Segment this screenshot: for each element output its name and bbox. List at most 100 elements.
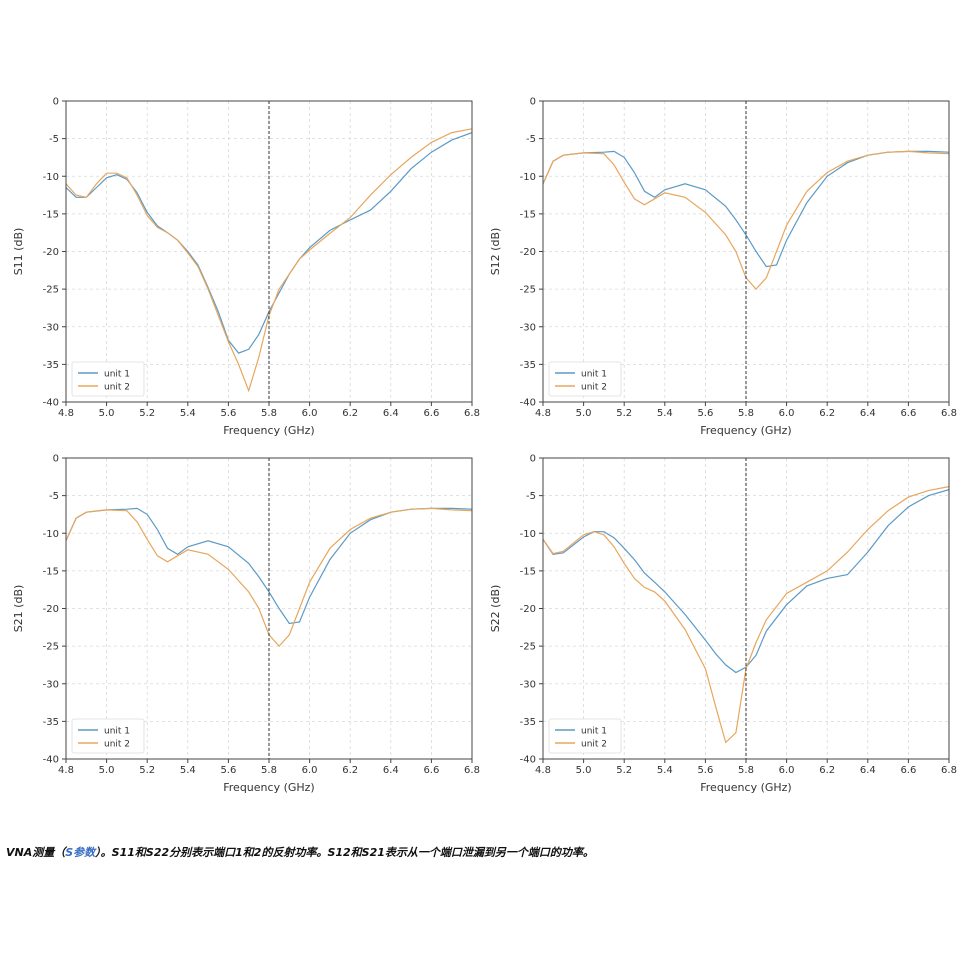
x-tick-label: 6.6 [423, 408, 439, 419]
y-tick-label: -20 [43, 604, 59, 615]
x-tick-label: 6.4 [383, 408, 399, 419]
y-tick-label: 0 [530, 454, 536, 465]
legend-box [71, 718, 145, 754]
y-tick-label: -40 [43, 398, 59, 409]
y-tick-label: -30 [43, 322, 59, 333]
y-tick-label: -5 [526, 491, 536, 502]
x-tick-label: 5.6 [697, 765, 713, 776]
y-tick-label: -15 [43, 209, 59, 220]
y-tick-label: -5 [526, 134, 536, 145]
x-tick-label: 4.8 [535, 765, 551, 776]
legend-box [71, 361, 145, 397]
chart-panel-3: 4.8 5.0 5.2 5.4 5.6 5.8 6.0 6.2 6.4 6.6 6.8 0 -5 -10 -… [12, 454, 480, 795]
y-tick-label: -20 [520, 604, 536, 615]
x-axis-label: Frequency (GHz) [223, 424, 314, 437]
y-axis-label: S11 (dB) [12, 228, 25, 276]
x-tick-label: 5.0 [99, 765, 115, 776]
x-axis-label: Frequency (GHz) [223, 781, 314, 794]
x-tick-label: 6.6 [423, 765, 439, 776]
x-tick-label: 5.2 [616, 408, 632, 419]
legend: unit 1 unit 2 [548, 718, 622, 754]
s-parameter-figure: 4.8 5.0 5.2 5.4 5.6 5.8 6.0 6.2 6.4 6.6 6.8 0 -5 -10 -… [12, 97, 957, 795]
y-tick-label: -20 [520, 247, 536, 258]
y-tick-label: -10 [43, 529, 59, 540]
y-tick-label: -30 [520, 322, 536, 333]
y-tick-label: 0 [530, 97, 536, 108]
x-tick-label: 6.8 [941, 408, 957, 419]
x-tick-label: 6.2 [819, 408, 835, 419]
x-tick-label: 6.2 [342, 765, 358, 776]
legend-box [548, 361, 622, 397]
y-tick-label: -15 [520, 566, 536, 577]
series-line-unit-2 [66, 128, 472, 393]
x-tick-label: 5.4 [180, 765, 196, 776]
figure-caption: VNA测量（S参数）。S11和S22分别表示端口1和2的反射功率。S12和S21… [6, 844, 956, 860]
y-tick-label: -10 [520, 172, 536, 183]
legend: unit 1 unit 2 [548, 361, 622, 397]
y-tick-label: 0 [53, 97, 59, 108]
y-tick-label: -15 [520, 209, 536, 220]
caption-prefix: VNA测量（ [6, 846, 66, 859]
y-tick-label: -40 [520, 398, 536, 409]
series-line-unit-1 [543, 489, 949, 674]
x-tick-label: 5.6 [220, 408, 236, 419]
series-line-unit-1 [543, 150, 949, 268]
x-axis-label: Frequency (GHz) [700, 781, 791, 794]
s-parameters-link[interactable]: S参数 [65, 846, 96, 859]
chart-panel-1: 4.8 5.0 5.2 5.4 5.6 5.8 6.0 6.2 6.4 6.6 6.8 0 -5 -10 -… [12, 97, 480, 438]
y-tick-label: -10 [520, 529, 536, 540]
series-line-unit-2 [543, 150, 949, 290]
legend-entry: unit 1 [581, 727, 607, 737]
legend-entry: unit 1 [104, 370, 130, 380]
y-axis-label: S21 (dB) [12, 585, 25, 633]
chart-panel-4: 4.8 5.0 5.2 5.4 5.6 5.8 6.0 6.2 6.4 6.6 6.8 0 -5 -10 -… [489, 454, 957, 795]
series-line-unit-1 [66, 507, 472, 625]
x-tick-label: 5.2 [616, 765, 632, 776]
x-tick-label: 6.0 [779, 408, 795, 419]
y-tick-label: -40 [43, 755, 59, 766]
x-axis-label: Frequency (GHz) [700, 424, 791, 437]
legend: unit 1 unit 2 [71, 718, 145, 754]
x-tick-label: 5.8 [261, 765, 277, 776]
legend-entry: unit 1 [104, 727, 130, 737]
y-tick-label: -25 [43, 642, 59, 653]
x-tick-label: 5.6 [220, 765, 236, 776]
caption-suffix: ）。S11和S22分别表示端口1和2的反射功率。S12和S21表示从一个端口泄漏… [95, 846, 594, 859]
series-line-unit-2 [543, 486, 949, 744]
x-tick-label: 6.0 [302, 765, 318, 776]
x-tick-label: 6.2 [819, 765, 835, 776]
y-tick-label: -35 [520, 360, 536, 371]
x-tick-label: 5.0 [576, 765, 592, 776]
y-tick-label: -5 [49, 134, 59, 145]
x-tick-label: 6.4 [383, 765, 399, 776]
y-tick-label: -30 [43, 679, 59, 690]
x-tick-label: 4.8 [58, 765, 74, 776]
y-tick-label: -25 [43, 285, 59, 296]
x-tick-label: 5.2 [139, 408, 155, 419]
x-tick-label: 6.2 [342, 408, 358, 419]
y-tick-label: -35 [43, 360, 59, 371]
x-tick-label: 6.4 [860, 765, 876, 776]
x-tick-label: 5.8 [261, 408, 277, 419]
y-tick-label: -15 [43, 566, 59, 577]
y-tick-label: -20 [43, 247, 59, 258]
x-tick-label: 5.8 [738, 408, 754, 419]
legend-entry: unit 2 [581, 740, 607, 750]
legend-entry: unit 2 [104, 383, 130, 393]
legend-entry: unit 1 [581, 370, 607, 380]
x-tick-label: 5.2 [139, 765, 155, 776]
x-tick-label: 6.8 [941, 765, 957, 776]
y-axis-label: S12 (dB) [489, 228, 502, 276]
y-tick-label: -5 [49, 491, 59, 502]
x-tick-label: 6.6 [900, 408, 916, 419]
y-tick-label: -25 [520, 642, 536, 653]
x-tick-label: 5.0 [99, 408, 115, 419]
x-tick-label: 5.8 [738, 765, 754, 776]
legend-entry: unit 2 [581, 383, 607, 393]
y-axis-label: S22 (dB) [489, 585, 502, 633]
x-tick-label: 6.4 [860, 408, 876, 419]
x-tick-label: 4.8 [535, 408, 551, 419]
y-tick-label: -40 [520, 755, 536, 766]
x-tick-label: 5.4 [180, 408, 196, 419]
chart-panel-2: 4.8 5.0 5.2 5.4 5.6 5.8 6.0 6.2 6.4 6.6 6.8 0 -5 -10 -… [489, 97, 957, 438]
